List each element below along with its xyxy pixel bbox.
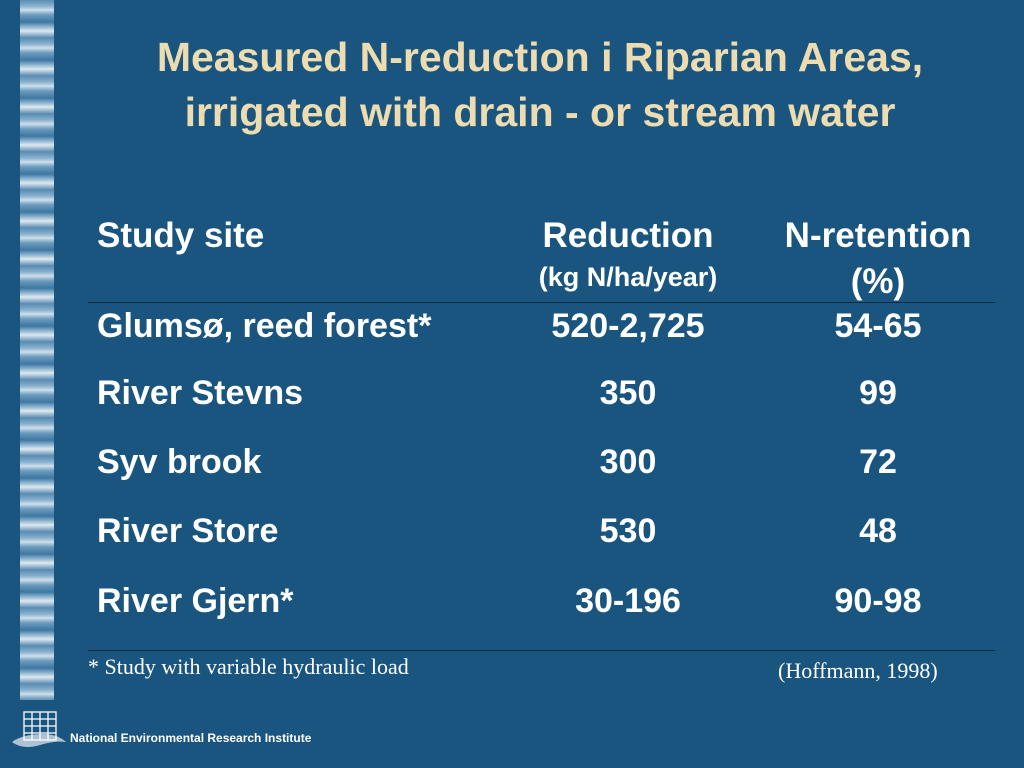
row-reduction: 520-2,725 — [551, 307, 705, 345]
row-site: Syv brook — [97, 443, 262, 481]
row-reduction: 350 — [599, 374, 657, 412]
row-reduction: 300 — [599, 443, 657, 481]
header-retention: N-retention — [784, 216, 972, 255]
institute-name: National Environmental Research Institut… — [70, 731, 312, 745]
table-header-rule — [88, 302, 995, 303]
title-line-1: Measured N-reduction i Riparian Areas, — [156, 34, 924, 80]
header-reduction-unit: (kg N/ha/year) — [538, 262, 718, 292]
slide-title: Measured N-reduction i Riparian Areas, i… — [90, 30, 990, 140]
row-reduction: 530 — [599, 512, 657, 550]
title-line-2: irrigated with drain - or stream water — [184, 89, 896, 135]
decorative-water-stripe — [20, 0, 54, 700]
table-bottom-rule — [88, 650, 995, 651]
header-study-site: Study site — [97, 216, 265, 255]
institute-logo-icon — [12, 711, 66, 747]
header-retention-unit: (%) — [850, 262, 906, 301]
row-reduction: 30-196 — [575, 582, 681, 620]
header-reduction: Reduction — [542, 216, 714, 255]
row-site: Glumsø, reed forest* — [97, 307, 432, 345]
row-retention: 48 — [859, 512, 897, 550]
row-retention: 72 — [859, 443, 897, 481]
row-site: River Store — [97, 512, 279, 550]
row-site: River Stevns — [97, 374, 303, 412]
row-retention: 54-65 — [834, 307, 922, 345]
row-retention: 99 — [859, 374, 897, 412]
row-site: River Gjern* — [97, 582, 294, 620]
row-retention: 90-98 — [834, 582, 922, 620]
footnote: * Study with variable hydraulic load — [88, 654, 409, 679]
citation: (Hoffmann, 1998) — [778, 658, 938, 683]
